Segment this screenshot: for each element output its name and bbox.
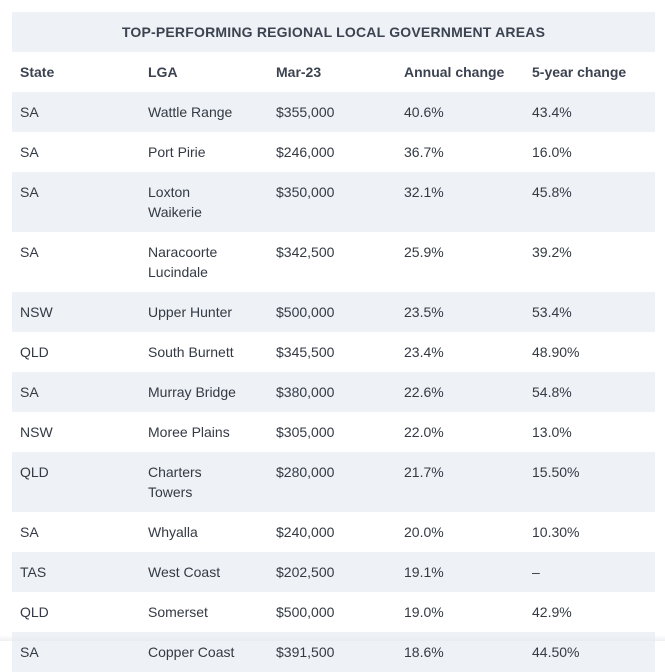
cell-annual-change: 20.0% (396, 512, 524, 552)
cell-lga: South Burnett (140, 332, 268, 372)
cell-state: QLD (12, 592, 140, 632)
cell-annual-change: 40.6% (396, 92, 524, 132)
header-mar23: Mar-23 (268, 52, 396, 92)
cell-lga: Wattle Range (140, 92, 268, 132)
cell-5year-change: 13.0% (524, 412, 655, 452)
cell-5year-change: 15.50% (524, 452, 655, 512)
cell-5year-change: 48.90% (524, 332, 655, 372)
cell-annual-change: 25.9% (396, 232, 524, 292)
cell-lga: Murray Bridge (140, 372, 268, 412)
header-annual-change: Annual change (396, 52, 524, 92)
cell-lga: Loxton Waikerie (140, 172, 268, 232)
cell-lga: Port Pirie (140, 132, 268, 172)
cell-state: NSW (12, 292, 140, 332)
cell-lga: Moree Plains (140, 412, 268, 452)
cell-5year-change: 42.9% (524, 592, 655, 632)
cell-5year-change: 43.4% (524, 92, 655, 132)
cell-state: SA (12, 232, 140, 292)
cell-state: NSW (12, 412, 140, 452)
cell-annual-change: 19.0% (396, 592, 524, 632)
cell-state: TAS (12, 552, 140, 592)
cell-price: $500,000 (268, 592, 396, 632)
cell-5year-change: 39.2% (524, 232, 655, 292)
cell-price: $380,000 (268, 372, 396, 412)
cell-lga: Upper Hunter (140, 292, 268, 332)
cell-annual-change: 32.1% (396, 172, 524, 232)
cell-5year-change: – (524, 552, 655, 592)
cell-annual-change: 36.7% (396, 132, 524, 172)
cell-price: $355,000 (268, 92, 396, 132)
cell-price: $246,000 (268, 132, 396, 172)
cell-state: SA (12, 512, 140, 552)
header-row: State LGA Mar-23 Annual change 5-year ch… (12, 52, 655, 92)
cell-price: $350,000 (268, 172, 396, 232)
cell-5year-change: 54.8% (524, 372, 655, 412)
lga-table-container: TOP-PERFORMING REGIONAL LOCAL GOVERNMENT… (12, 12, 655, 672)
cell-state: SA (12, 372, 140, 412)
cell-annual-change: 19.1% (396, 552, 524, 592)
cell-price: $202,500 (268, 552, 396, 592)
cell-state: SA (12, 92, 140, 132)
cell-price: $500,000 (268, 292, 396, 332)
cell-annual-change: 22.0% (396, 412, 524, 452)
cell-state: QLD (12, 452, 140, 512)
cell-price: $345,500 (268, 332, 396, 372)
cell-lga: Naracoorte Lucindale (140, 232, 268, 292)
header-state: State (12, 52, 140, 92)
cell-annual-change: 23.5% (396, 292, 524, 332)
bottom-fade (0, 635, 665, 641)
cell-annual-change: 22.6% (396, 372, 524, 412)
cell-price: $240,000 (268, 512, 396, 552)
cell-lga: Charters Towers (140, 452, 268, 512)
cell-price: $342,500 (268, 232, 396, 292)
cell-5year-change: 10.30% (524, 512, 655, 552)
cell-5year-change: 45.8% (524, 172, 655, 232)
lga-table: State LGA Mar-23 Annual change 5-year ch… (12, 52, 655, 672)
cell-5year-change: 16.0% (524, 132, 655, 172)
header-lga: LGA (140, 52, 268, 92)
header-5year-change: 5-year change (524, 52, 655, 92)
cell-price: $305,000 (268, 412, 396, 452)
cell-5year-change: 53.4% (524, 292, 655, 332)
table-title: TOP-PERFORMING REGIONAL LOCAL GOVERNMENT… (12, 12, 655, 52)
cell-annual-change: 23.4% (396, 332, 524, 372)
cell-price: $280,000 (268, 452, 396, 512)
cell-state: QLD (12, 332, 140, 372)
cell-lga: Whyalla (140, 512, 268, 552)
cell-lga: Somerset (140, 592, 268, 632)
cell-annual-change: 21.7% (396, 452, 524, 512)
cell-state: SA (12, 132, 140, 172)
cell-state: SA (12, 172, 140, 232)
cell-lga: West Coast (140, 552, 268, 592)
